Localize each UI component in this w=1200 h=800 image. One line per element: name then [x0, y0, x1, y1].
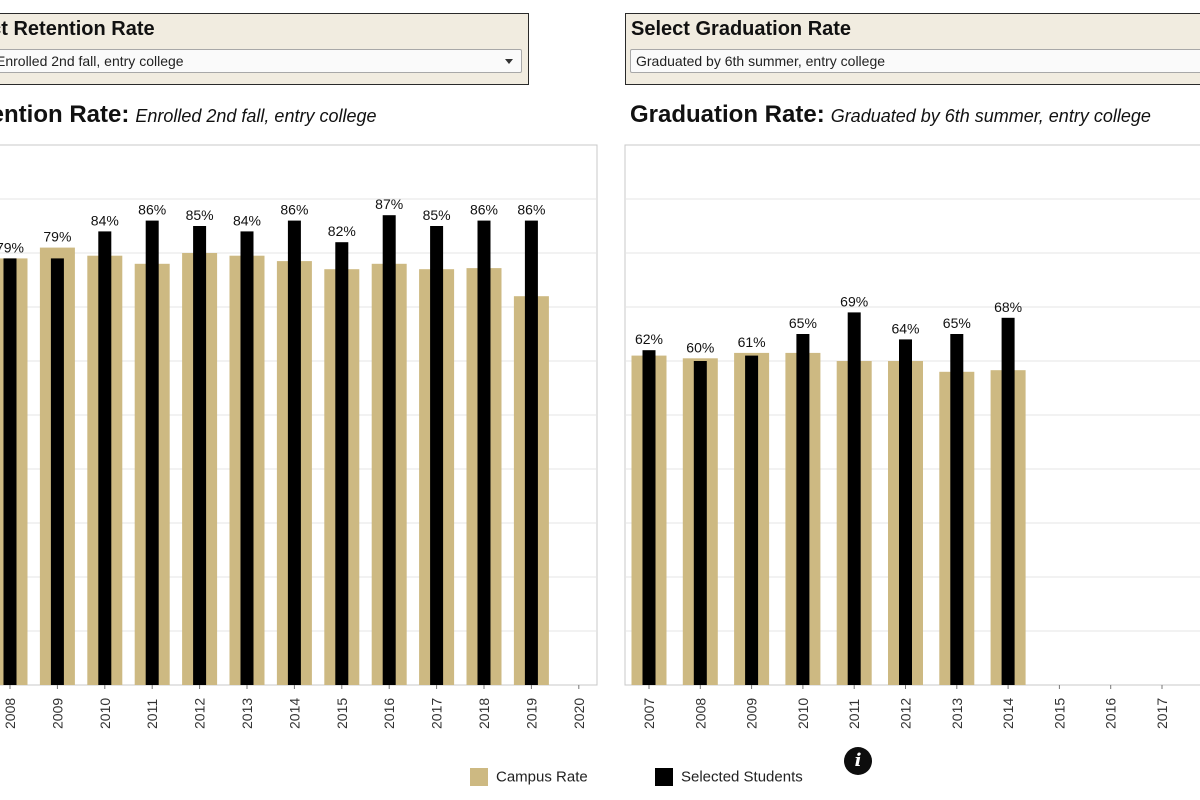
graduation-chart-subtitle: Graduated by 6th summer, entry college — [830, 106, 1151, 126]
graduation-chart-title: Graduation Rate: Graduated by 6th summer,… — [630, 101, 1151, 129]
retention-selected-bar-2019 — [524, 220, 538, 685]
retention-tick-label-2019: 2019 — [523, 698, 539, 729]
retention-selected-bar-2012 — [193, 226, 207, 685]
retention-value-label-2008: 79% — [0, 239, 24, 255]
graduation-tick-label-2009: 2009 — [744, 698, 760, 729]
graduation-value-label-2014: 68% — [994, 299, 1022, 315]
retention-tick-label-2010: 2010 — [97, 698, 113, 729]
graduation-selected-bar-2014 — [1001, 317, 1015, 685]
retention-tick-label-2012: 2012 — [192, 698, 208, 729]
retention-chart-subtitle: Enrolled 2nd fall, entry college — [135, 106, 377, 126]
graduation-tick-label-2015: 2015 — [1051, 698, 1067, 729]
legend-campus-label: Campus Rate — [496, 768, 588, 786]
retention-selected-bar-2010 — [98, 231, 112, 685]
graduation-tick-label-2007: 2007 — [641, 698, 657, 729]
retention-rate-dropdown[interactable]: Enrolled 2nd fall, entry college — [0, 49, 522, 73]
retention-value-label-2012: 85% — [186, 207, 214, 223]
retention-value-label-2017: 85% — [423, 207, 451, 223]
retention-selected-bar-2009 — [50, 258, 64, 685]
chevron-down-icon — [505, 59, 513, 64]
graduation-value-label-2007: 62% — [635, 331, 663, 347]
graduation-selected-bar-2013 — [950, 334, 964, 685]
retention-rate-dropdown-value: Enrolled 2nd fall, entry college — [0, 53, 184, 69]
graduation-value-label-2011: 69% — [840, 293, 868, 309]
retention-tick-label-2013: 2013 — [239, 698, 255, 729]
retention-selected-bar-2008 — [3, 258, 17, 685]
retention-selected-bar-2016 — [382, 215, 396, 685]
graduation-chart-title-main: Graduation Rate: — [630, 101, 825, 128]
graduation-selected-bar-2009 — [745, 355, 759, 685]
graduation-value-label-2013: 65% — [943, 315, 971, 331]
graduation-selected-bar-2011 — [847, 312, 861, 685]
legend-selected-students: Selected Students — [655, 768, 803, 790]
retention-value-label-2016: 87% — [375, 196, 403, 212]
graduation-value-label-2009: 61% — [738, 334, 766, 350]
graduation-select-heading: Select Graduation Rate — [631, 18, 852, 40]
retention-value-label-2019: 86% — [517, 202, 545, 218]
graduation-rate-chart: 62% 2007 60% 2008 61% 2009 65% 2010 69% 2011 64% 20… — [624, 144, 1200, 729]
retention-selected-bar-2013 — [240, 231, 254, 685]
graduation-tick-label-2010: 2010 — [795, 698, 811, 729]
graduation-tick-label-2014: 2014 — [1000, 698, 1016, 729]
graduation-tick-label-2008: 2008 — [692, 698, 708, 729]
retention-selected-bar-2014 — [287, 220, 301, 685]
graduation-selected-bar-2012 — [899, 339, 912, 685]
graduation-tick-label-2011: 2011 — [846, 699, 862, 729]
retention-tick-label-2020: 2020 — [571, 698, 587, 729]
graduation-value-label-2008: 60% — [686, 339, 714, 355]
graduation-rate-dropdown[interactable]: Graduated by 6th summer, entry college — [630, 49, 1200, 73]
graduation-tick-label-2012: 2012 — [898, 698, 914, 729]
retention-value-label-2018: 86% — [470, 202, 498, 218]
graduation-rate-dropdown-value: Graduated by 6th summer, entry college — [636, 53, 886, 69]
retention-tick-label-2017: 2017 — [429, 698, 445, 729]
legend-selected-label: Selected Students — [681, 768, 803, 786]
retention-rate-chart: 79% 2008 79% 2009 84% 2010 86% 2011 85% 2012 84% 20… — [0, 144, 598, 729]
retention-tick-label-2014: 2014 — [286, 698, 302, 729]
legend-campus-rate: Campus Rate — [470, 768, 588, 790]
retention-value-label-2013: 84% — [233, 212, 261, 228]
graduation-value-label-2012: 64% — [891, 320, 919, 336]
retention-tick-label-2011: 2011 — [144, 699, 160, 729]
retention-value-label-2015: 82% — [328, 223, 356, 239]
retention-chart-title-main: Retention Rate: — [0, 101, 130, 128]
retention-selected-bar-2015 — [335, 242, 349, 685]
graduation-selected-bar-2008 — [693, 361, 707, 685]
graduation-tick-label-2013: 2013 — [949, 698, 965, 729]
retention-tick-label-2009: 2009 — [49, 698, 65, 729]
graduation-selected-bar-2007 — [642, 350, 656, 685]
retention-selected-bar-2011 — [145, 220, 159, 685]
retention-tick-label-2008: 2008 — [2, 698, 18, 729]
retention-tick-label-2018: 2018 — [476, 698, 492, 729]
info-icon[interactable]: i — [844, 747, 872, 775]
retention-value-label-2009: 79% — [43, 229, 71, 245]
retention-tick-label-2015: 2015 — [334, 698, 350, 729]
graduation-tick-label-2017: 2017 — [1154, 698, 1170, 729]
retention-value-label-2014: 86% — [280, 202, 308, 218]
retention-selected-bar-2018 — [477, 220, 491, 685]
retention-select-panel: Select Retention Rate Enrolled 2nd fall,… — [0, 13, 529, 85]
graduation-value-label-2010: 65% — [789, 315, 817, 331]
graduation-selected-bar-2010 — [796, 334, 810, 685]
graduation-tick-label-2016: 2016 — [1103, 698, 1119, 729]
retention-selected-bar-2017 — [430, 226, 444, 685]
retention-chart-title: Retention Rate:Enrolled 2nd fall, entry … — [0, 101, 377, 129]
legend-selected-swatch — [655, 768, 673, 787]
graduation-select-panel: Select Graduation Rate Graduated by 6th … — [625, 13, 1200, 85]
legend-campus-swatch — [470, 768, 488, 787]
retention-value-label-2011: 86% — [138, 202, 166, 218]
retention-tick-label-2016: 2016 — [381, 698, 397, 729]
retention-select-heading: Select Retention Rate — [0, 18, 155, 40]
retention-value-label-2010: 84% — [91, 212, 119, 228]
